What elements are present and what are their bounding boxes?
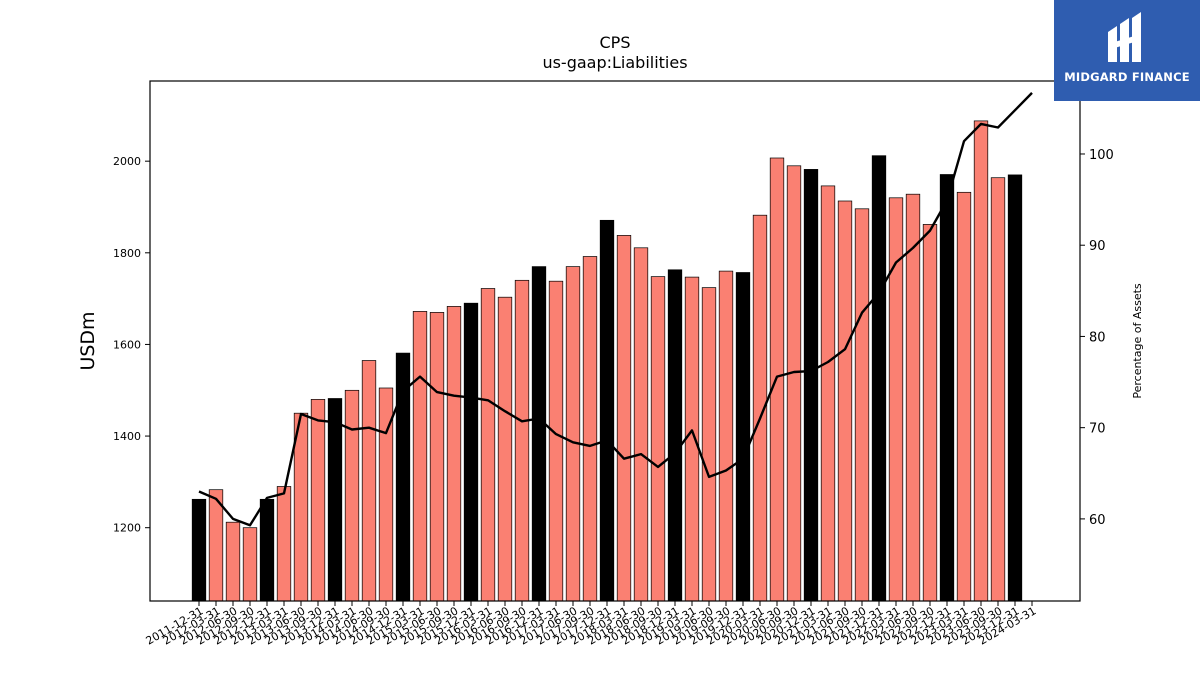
bar-2012-09-30	[242, 527, 258, 602]
bar-2015-06-30	[429, 312, 445, 602]
y2-tick-label: 70	[1089, 422, 1106, 437]
bar-2019-12-31	[735, 272, 751, 602]
bar-2017-12-31	[599, 219, 615, 602]
bar-2023-09-30	[990, 177, 1006, 602]
line-layer	[198, 92, 1033, 527]
bar-2023-06-30	[973, 120, 989, 602]
bar-2021-12-31	[871, 155, 887, 602]
bar-2018-06-30	[633, 247, 649, 602]
y-tick-label: 1200	[113, 522, 141, 535]
bar-2018-03-31	[616, 235, 632, 602]
bar-2014-03-31	[344, 389, 360, 602]
bar-2012-03-31	[208, 489, 224, 602]
bar-2022-09-30	[922, 224, 938, 602]
bar-2011-12-31	[191, 498, 207, 602]
y-tick-label: 1600	[113, 338, 141, 351]
y-tick-label: 1400	[113, 430, 141, 443]
bar-2019-09-30	[718, 270, 734, 602]
bar-2022-12-31	[939, 174, 955, 602]
bar-2017-03-31	[548, 280, 564, 602]
brand-name: MIDGARD FINANCE	[1064, 70, 1190, 84]
bar-2019-03-31	[684, 276, 700, 602]
line-series-percentage-of-assets	[198, 92, 1033, 527]
chart-subtitle: us-gaap:Liabilities	[542, 53, 687, 72]
bar-2020-09-30	[786, 165, 802, 602]
bar-2014-06-30	[361, 360, 377, 602]
brand-logo: MIDGARD FINANCE	[1054, 0, 1200, 101]
bar-2020-12-31	[803, 169, 819, 602]
bar-2021-03-31	[820, 185, 836, 602]
bars-layer	[191, 120, 1023, 602]
chart-title: CPS	[600, 33, 631, 52]
y2-tick-label: 100	[1089, 148, 1114, 163]
bar-2013-03-31	[276, 486, 292, 602]
bar-2017-06-30	[565, 266, 581, 602]
bar-2015-12-31	[463, 302, 479, 602]
bar-2015-09-30	[446, 306, 462, 602]
y-axis-left: 1200 1400 1600 1800 2000	[113, 155, 150, 535]
y2-axis-label: Percentage of Assets	[1131, 283, 1144, 399]
bar-2021-09-30	[854, 208, 870, 602]
bar-2016-12-31	[531, 266, 547, 602]
bar-2013-09-30	[310, 399, 326, 602]
bar-2023-03-31	[956, 191, 972, 602]
y-axis-right: 60 70 80 90 100	[1080, 148, 1114, 528]
bar-2019-06-30	[701, 287, 717, 602]
bar-2018-09-30	[650, 276, 666, 602]
bar-2021-06-30	[837, 200, 853, 602]
y2-tick-label: 60	[1089, 513, 1106, 528]
bar-2015-03-31	[412, 311, 428, 602]
bar-2016-03-31	[480, 288, 496, 602]
midgard-mh-monogram-icon	[1108, 12, 1141, 62]
y2-tick-label: 80	[1089, 330, 1106, 345]
bar-2018-12-31	[667, 269, 683, 602]
y-tick-label: 2000	[113, 155, 141, 168]
y2-tick-label: 90	[1089, 239, 1106, 254]
bar-2012-06-30	[225, 521, 241, 602]
bar-2012-12-31	[259, 498, 275, 602]
bar-2016-09-30	[514, 279, 530, 602]
bar-2023-12-31	[1007, 174, 1023, 602]
bar-2022-06-30	[905, 193, 921, 602]
bar-2013-12-31	[327, 398, 343, 602]
x-axis: 2011-12-312012-03-312012-06-302012-09-30…	[144, 601, 1039, 648]
bar-2017-09-30	[582, 256, 598, 602]
bar-2016-06-30	[497, 296, 513, 602]
plot-frame	[149, 80, 1081, 602]
y-axis-label: USDm	[77, 311, 99, 370]
y-tick-label: 1800	[113, 247, 141, 260]
